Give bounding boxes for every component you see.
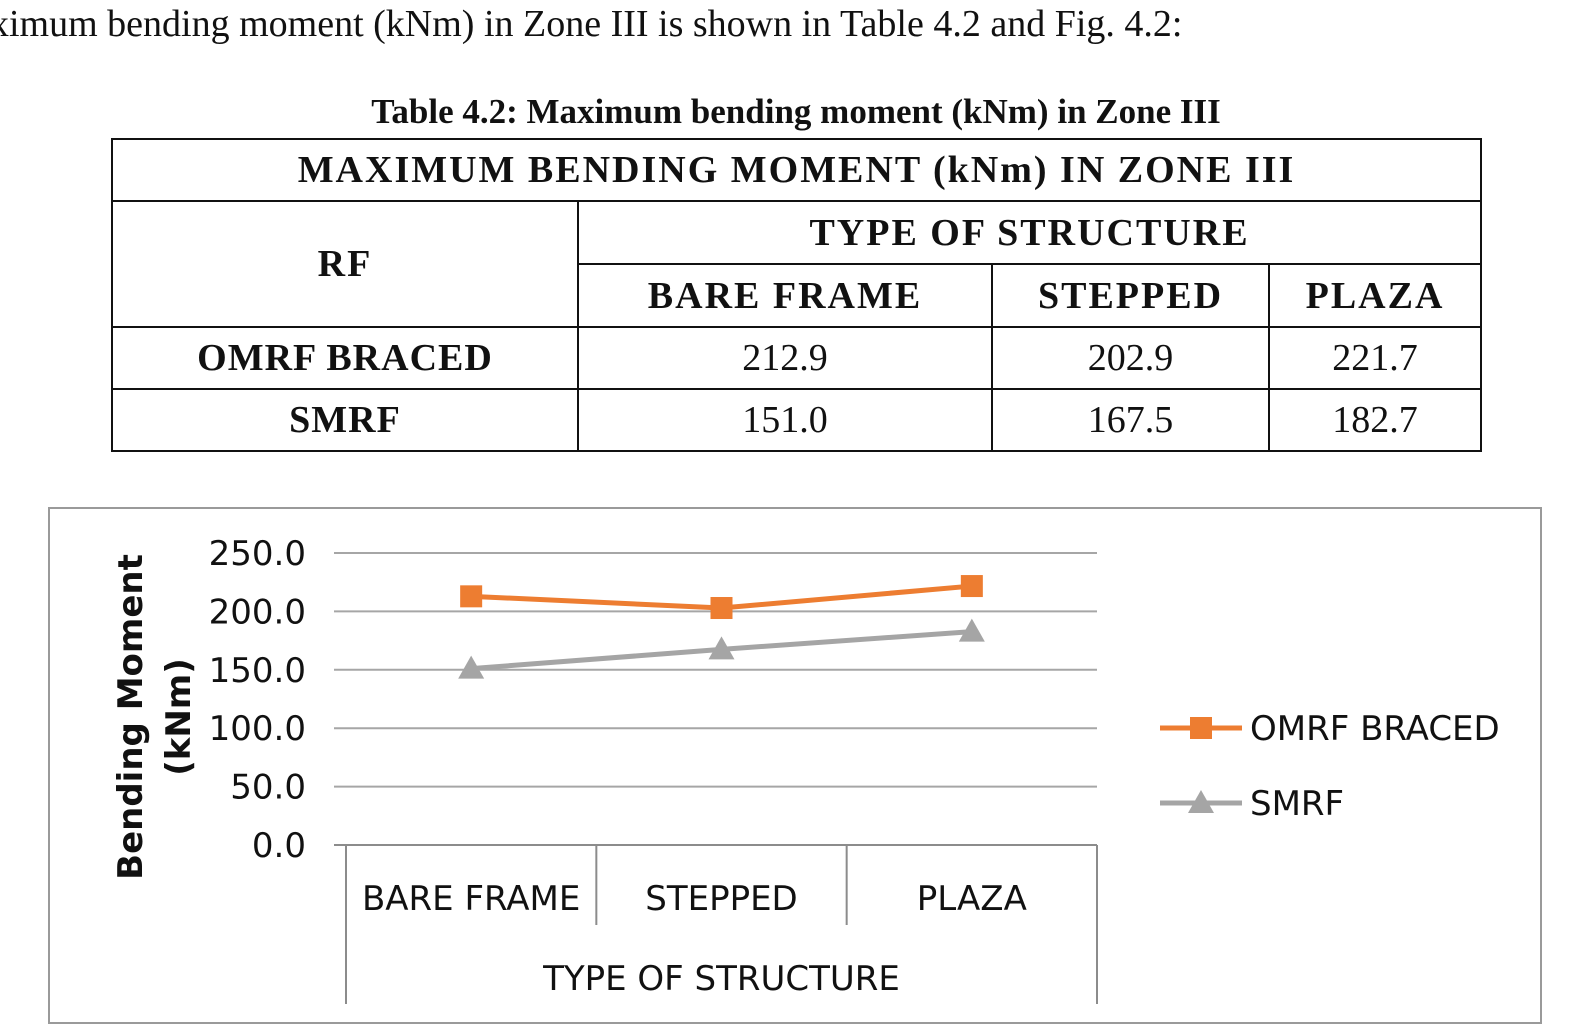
legend-marker (1188, 790, 1214, 813)
table-title: MAXIMUM BENDING MOMENT (kNm) IN ZONE III (110, 138, 1483, 202)
y-tick-label: 100.0 (209, 709, 306, 749)
legend-marker (1190, 717, 1212, 739)
x-tick-label: PLAZA (917, 879, 1027, 919)
y-tick-label: 50.0 (230, 768, 306, 808)
type-of-structure-header: TYPE OF STRUCTURE (576, 200, 1483, 265)
table-group-header-row: RF TYPE OF STRUCTURE (111, 200, 1483, 328)
row-label-omrf-braced: OMRF BRACED (111, 326, 579, 390)
legend-label: SMRF (1250, 784, 1344, 824)
y-tick-label: 250.0 (209, 534, 306, 574)
data-point (458, 655, 485, 679)
chart-labels: 0.0 50.0 100.0 150.0 200.0 250.0 BARE FRAME STE… (111, 534, 1027, 999)
chart-frame (48, 507, 1542, 1024)
column-header-stepped: STEPPED (991, 263, 1270, 328)
x-tick-label: BARE FRAME (362, 879, 580, 919)
data-point (708, 636, 735, 660)
x-axis-title: TYPE OF STRUCTURE (542, 959, 900, 999)
table-cell: 221.7 (1267, 326, 1483, 390)
rf-header: RF (111, 200, 579, 328)
intro-text: ximum bending moment (kNm) in Zone III i… (0, 3, 1183, 45)
table-column-header-row: BARE FRAME STEPPED PLAZA (112, 263, 1483, 328)
table-cell: 212.9 (577, 326, 993, 390)
chart-series (458, 575, 985, 679)
column-header-bare-frame: BARE FRAME (577, 263, 993, 328)
y-axis-title: (kNm) (159, 658, 199, 776)
data-point (460, 585, 483, 608)
table-cell: 202.9 (991, 326, 1270, 390)
table-caption: Table 4.2: Maximum bending moment (kNm) … (371, 92, 1221, 131)
table-row: OMRF BRACED 212.9 202.9 221.7 (111, 326, 1483, 390)
legend-label: OMRF BRACED (1250, 709, 1500, 749)
y-tick-label: 0.0 (252, 826, 306, 866)
y-tick-label: 150.0 (209, 651, 306, 691)
x-tick-label: STEPPED (645, 879, 798, 919)
table-cell: 151.0 (577, 388, 993, 452)
table-cell: 167.5 (991, 388, 1270, 452)
data-point (958, 618, 985, 642)
row-label-smrf: SMRF (111, 388, 579, 452)
table-cell: 182.7 (1267, 388, 1483, 452)
table-row: SMRF 151.0 167.5 182.7 (111, 388, 1483, 452)
chart-legend: OMRF BRACED SMRF (1160, 709, 1500, 824)
y-axis-title: Bending Moment (111, 554, 151, 880)
y-tick-label: 200.0 (209, 592, 306, 632)
table-title-row: MAXIMUM BENDING MOMENT (kNm) IN ZONE III (110, 138, 1483, 202)
data-point (710, 597, 733, 620)
data-point (960, 575, 983, 598)
chart-axes (334, 844, 1098, 1004)
column-header-plaza: PLAZA (1267, 263, 1483, 328)
bending-moment-table: MAXIMUM BENDING MOMENT (kNm) IN ZONE III… (110, 138, 1483, 452)
